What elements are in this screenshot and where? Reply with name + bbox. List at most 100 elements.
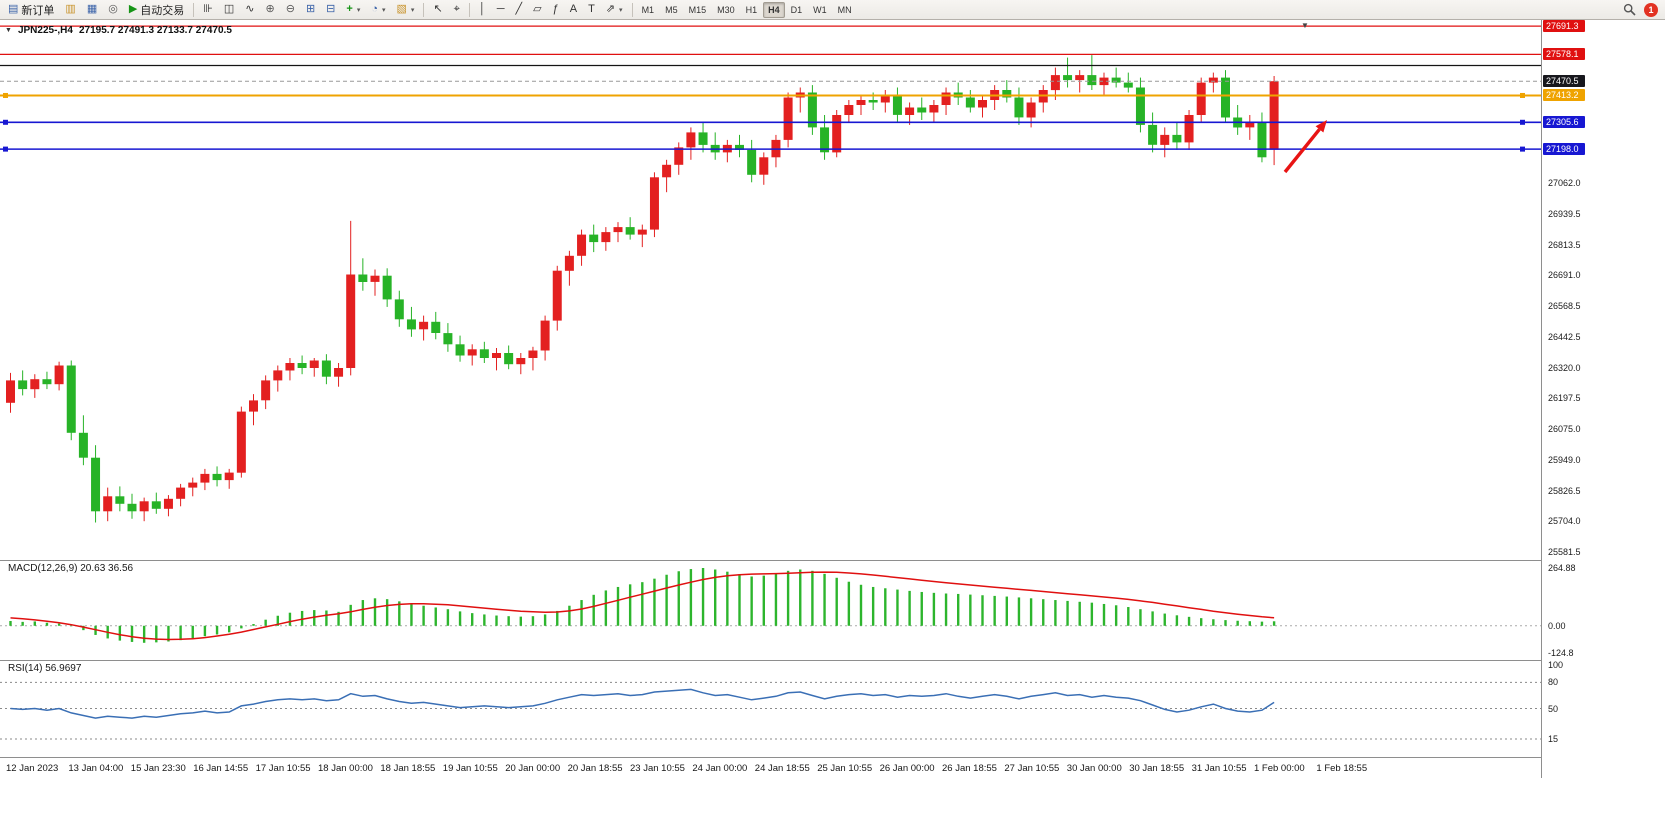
candle-body [965, 97, 975, 108]
candle-body [297, 363, 307, 368]
line-handle[interactable] [3, 146, 8, 152]
autotrading-button[interactable]: ▶ 自动交易 [124, 1, 189, 18]
new-order-button[interactable]: ▤ 新订单 [3, 1, 59, 18]
time-axis[interactable]: 12 Jan 2023 13 Jan 04:00 15 Jan 23:30 16 Ja… [0, 759, 1541, 777]
dropdown-arrow-icon: ▾ [410, 6, 415, 14]
time-axis-label: 18 Jan 00:00 [318, 763, 373, 774]
candle-body [1221, 77, 1230, 118]
candle-body [1245, 122, 1255, 128]
candles-layer [6, 55, 1279, 523]
fibonacci-button[interactable]: ƒ [548, 1, 564, 18]
fibonacci-icon: ƒ [552, 3, 559, 15]
zoom-out-icon: ⊖ [285, 3, 295, 15]
candle-body [807, 92, 817, 128]
horizontal-line-button[interactable]: ─ [492, 1, 510, 18]
one-click-trading-toggle-icon[interactable]: ▼ [5, 27, 12, 34]
timeframe-button-M5[interactable]: M5 [665, 4, 678, 15]
notification-badge[interactable]: 1 [1644, 2, 1658, 17]
options-button[interactable]: ◎ [103, 1, 123, 18]
candle-body [844, 105, 854, 115]
annotation-arrow[interactable] [1283, 128, 1321, 174]
price-axis-separator [1541, 20, 1542, 778]
annotation-arrow-head [1315, 120, 1327, 133]
price-axis-label: 26197.5 [1548, 393, 1581, 404]
text-label-button[interactable]: T [583, 1, 600, 18]
arrows-button[interactable]: ⇗ ▾ [601, 1, 628, 18]
main-chart-plot[interactable] [0, 20, 1541, 560]
zoom-in-button[interactable]: ⊕ [261, 1, 280, 18]
metaeditor-icon: ▥ [65, 3, 76, 15]
price-axis-label: 80 [1548, 677, 1559, 688]
candle-body [1196, 82, 1206, 115]
templates-button[interactable]: ▧ ▾ [392, 1, 420, 18]
time-axis-label: 18 Jan 18:55 [380, 763, 436, 774]
timeframe-button-MN[interactable]: MN [837, 4, 852, 15]
candle-body [504, 353, 514, 365]
new-order-icon: ▤ [8, 3, 19, 15]
line-handle[interactable] [3, 119, 8, 125]
candle-body [613, 227, 623, 233]
candle-body [394, 299, 404, 320]
timeframe-button-M15[interactable]: M15 [688, 4, 707, 15]
macd-panel-separator[interactable] [0, 560, 1665, 561]
channel-button[interactable]: ▱ [528, 1, 546, 18]
price-axis-label: 26568.5 [1548, 301, 1581, 312]
candle-body [249, 400, 258, 412]
cursor-button[interactable]: ↖ [428, 1, 447, 18]
price-axis-label: 26939.5 [1548, 208, 1581, 219]
add-indicator-button[interactable]: + ▾ [341, 1, 365, 18]
time-axis-label: 27 Jan 10:55 [1004, 763, 1060, 774]
autotrading-play-icon: ▶ [128, 3, 138, 15]
timeframe-button-H4[interactable]: H4 [763, 1, 785, 18]
metaeditor-button[interactable]: ▥ [60, 1, 80, 18]
candle-body [467, 349, 477, 356]
line-handle[interactable] [1520, 92, 1525, 98]
candlestick-chart-icon: ◫ [223, 3, 235, 15]
line-handle[interactable] [1520, 119, 1525, 125]
crosshair-button[interactable]: ⌖ [449, 1, 465, 18]
candle-body [42, 379, 52, 385]
trendline-button[interactable]: ╱ [511, 1, 528, 18]
chart-shift-marker-icon[interactable]: ▼ [1301, 21, 1309, 30]
price-axis-label: -124.8 [1548, 648, 1574, 658]
candle-body [516, 358, 526, 365]
periods-button[interactable]: ◔ ▾ [366, 1, 390, 18]
price-axis-label: 25581.5 [1548, 547, 1581, 558]
text-button[interactable]: A [565, 1, 582, 18]
candle-body [370, 275, 380, 282]
line-chart-button[interactable]: ∿ [240, 1, 259, 18]
timeframe-button-D1[interactable]: D1 [790, 4, 803, 15]
candle-body [649, 177, 659, 230]
data-window-button[interactable]: ▦ [82, 1, 102, 18]
price-axis[interactable]: 27062.0 26939.5 26813.5 26691.0 26568.5 26442… [1542, 0, 1665, 832]
cascade-windows-button[interactable]: ⊟ [321, 1, 340, 18]
bar-chart-button[interactable]: ⊪ [198, 1, 218, 18]
candle-body [18, 380, 28, 390]
timeframe-button-M30[interactable]: M30 [717, 4, 735, 15]
price-badge: 27691.3 [1543, 20, 1585, 33]
vertical-line-button[interactable]: │ [474, 1, 491, 18]
zoom-out-button[interactable]: ⊖ [281, 1, 300, 18]
time-axis-label: 12 Jan 2023 [6, 763, 59, 774]
price-axis-label: 26691.0 [1548, 270, 1581, 281]
line-handle[interactable] [1520, 146, 1525, 152]
timeframe-button-H1[interactable]: H1 [745, 4, 758, 15]
candle-body [540, 320, 550, 351]
timeframe-button-M1[interactable]: M1 [641, 4, 655, 15]
dropdown-arrow-icon: ▾ [356, 6, 361, 14]
dropdown-arrow-icon: ▾ [382, 6, 386, 14]
candlestick-chart-button[interactable]: ◫ [219, 1, 239, 18]
rsi-panel-separator[interactable] [0, 660, 1665, 661]
candle-body [200, 473, 210, 483]
candle-body [261, 380, 271, 401]
price-badge: 27198.0 [1543, 143, 1585, 156]
rsi-panel-plot[interactable] [0, 660, 1541, 757]
tile-windows-button[interactable]: ⊞ [301, 1, 320, 18]
time-axis-label: 16 Jan 14:55 [193, 763, 249, 774]
line-handle[interactable] [3, 92, 8, 98]
timeframe-button-W1[interactable]: W1 [813, 4, 827, 15]
search-button[interactable] [1618, 1, 1641, 18]
macd-panel-plot[interactable] [0, 560, 1541, 660]
price-axis-label: 26813.5 [1548, 239, 1581, 250]
time-axis-label: 25 Jan 10:55 [817, 763, 873, 774]
